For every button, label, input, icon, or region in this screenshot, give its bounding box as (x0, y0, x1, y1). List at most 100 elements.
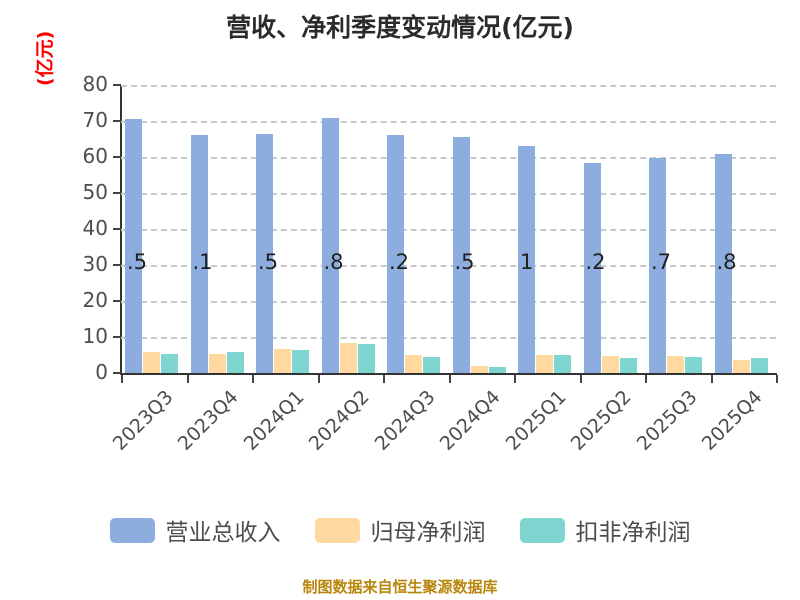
legend-label: 归母净利润 (370, 520, 486, 546)
bar-deducted-profit[interactable] (619, 357, 637, 373)
x-tick-mark (252, 375, 254, 383)
x-tick-mark (121, 375, 123, 383)
bar-revenue[interactable] (583, 163, 601, 373)
y-tick-label: 30 (82, 252, 108, 276)
y-tick-label: 10 (82, 324, 108, 348)
y-tick-label: 60 (82, 144, 108, 168)
bar-group (714, 85, 768, 373)
bar-deducted-profit[interactable] (423, 357, 440, 373)
chart-legend: 营业总收入 归母净利润 扣非净利润 (0, 513, 800, 547)
gridline (121, 121, 776, 123)
gridline (121, 265, 776, 267)
x-tick-mark (710, 375, 713, 383)
y-tick-label: 40 (82, 216, 108, 240)
bar-net-profit[interactable] (405, 355, 422, 373)
bar-group (452, 85, 506, 373)
y-tick-label: 50 (82, 180, 108, 204)
y-tick-mark (113, 84, 121, 86)
x-tick-mark (383, 375, 385, 383)
bar-group (125, 85, 178, 373)
bar-net-profit[interactable] (208, 353, 226, 373)
bar-deducted-profit[interactable] (292, 350, 309, 373)
x-axis-line (120, 373, 777, 375)
bar-value-label: 1 (520, 250, 534, 275)
bar-net-profit[interactable] (732, 359, 750, 373)
chart-title: 营收、净利季度变动情况(亿元) (226, 13, 574, 42)
x-tick-mark (186, 375, 189, 383)
x-tick-mark (579, 375, 582, 383)
bar-net-profit[interactable] (470, 365, 488, 373)
legend-label: 扣非净利润 (575, 520, 691, 546)
bar-group (518, 85, 571, 373)
y-tick-mark (113, 228, 121, 230)
bar-deducted-profit[interactable] (750, 357, 768, 373)
y-tick-mark (113, 264, 121, 266)
bars-layer: .5 .1 .5 .8 .2 .5 1 .2 .7 .8 (121, 85, 776, 373)
gridline (121, 193, 776, 195)
bar-group (190, 85, 244, 373)
bar-revenue[interactable] (452, 137, 470, 373)
bar-net-profit[interactable] (274, 348, 291, 373)
bar-net-profit[interactable] (667, 355, 684, 373)
bar-revenue[interactable] (387, 134, 404, 373)
gridline (121, 337, 776, 339)
bar-value-label: .2 (389, 250, 410, 275)
y-tick-mark (113, 192, 121, 194)
legend-item-deducted-profit[interactable]: 扣非净利润 (519, 513, 691, 547)
bar-group (256, 85, 309, 373)
bar-revenue[interactable] (190, 135, 208, 373)
legend-item-revenue[interactable]: 营业总收入 (109, 513, 281, 547)
legend-item-net-profit[interactable]: 归母净利润 (314, 513, 486, 547)
bar-deducted-profit[interactable] (226, 351, 244, 373)
bar-value-label: .2 (585, 250, 606, 275)
bar-revenue[interactable] (518, 145, 535, 373)
y-tick-label: 20 (82, 288, 108, 312)
legend-swatch (519, 517, 565, 543)
bar-value-label: .7 (651, 250, 672, 275)
y-tick-mark (113, 372, 121, 374)
bar-net-profit[interactable] (339, 343, 357, 373)
gridline (121, 157, 776, 159)
bar-value-label: .8 (716, 250, 737, 275)
bar-revenue[interactable] (256, 133, 273, 373)
bar-net-profit[interactable] (601, 356, 619, 373)
y-tick-label: 0 (95, 360, 108, 384)
x-tick-mark (776, 375, 778, 383)
bar-deducted-profit[interactable] (357, 344, 375, 373)
bar-revenue[interactable] (125, 119, 142, 373)
bar-group (583, 85, 637, 373)
bar-deducted-profit[interactable] (161, 354, 178, 373)
gridline (121, 229, 776, 231)
bar-value-label: .1 (192, 250, 213, 275)
bar-net-profit[interactable] (143, 352, 160, 373)
bar-value-label: .5 (258, 250, 279, 275)
legend-swatch (314, 517, 360, 543)
x-tick-mark (645, 375, 647, 383)
gridline (121, 85, 776, 87)
bar-revenue[interactable] (714, 154, 732, 373)
bar-group (387, 85, 440, 373)
x-tick-mark (317, 375, 320, 383)
bar-value-label: .5 (454, 250, 475, 275)
bar-group (649, 85, 702, 373)
bar-revenue[interactable] (321, 118, 339, 373)
gridline (121, 301, 776, 303)
bar-group (321, 85, 375, 373)
bar-net-profit[interactable] (536, 355, 553, 373)
y-tick-mark (113, 156, 121, 158)
y-tick-mark (113, 336, 121, 338)
bar-revenue[interactable] (649, 158, 666, 373)
bar-value-label: .5 (127, 250, 148, 275)
source-note: 制图数据来自恒生聚源数据库 (302, 578, 498, 596)
y-tick-label: 80 (82, 72, 108, 96)
legend-swatch (109, 517, 155, 543)
legend-label: 营业总收入 (165, 520, 281, 546)
y-tick-label: 70 (82, 108, 108, 132)
x-tick-mark (514, 375, 516, 383)
x-tick-mark (448, 375, 451, 383)
bar-deducted-profit[interactable] (685, 356, 702, 373)
plot-grid (121, 85, 776, 373)
bar-deducted-profit[interactable] (488, 366, 506, 373)
bar-deducted-profit[interactable] (554, 355, 571, 373)
